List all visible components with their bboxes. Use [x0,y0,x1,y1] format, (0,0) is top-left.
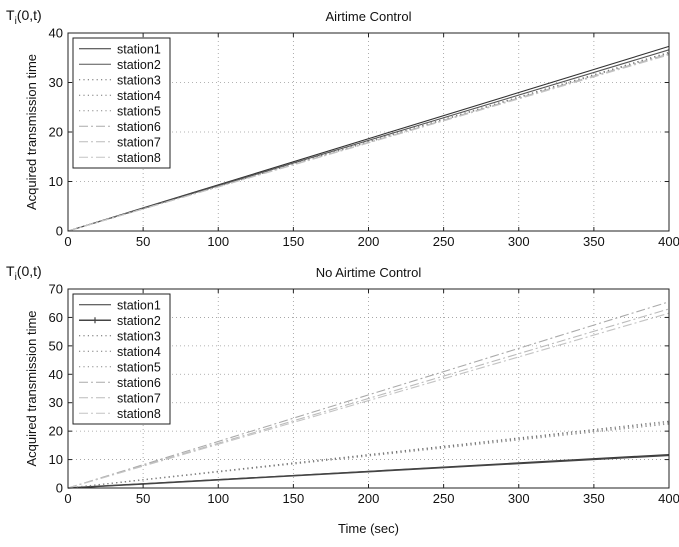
x-tick-label: 400 [658,234,679,249]
series-line-station8 [67,312,670,489]
y-axis-label: Acquired transmission time [24,54,39,210]
series-line-station6 [67,301,670,489]
x-tick-label: 200 [358,234,380,249]
legend-label-station3: station3 [117,73,161,87]
legend-label-station5: station5 [117,360,161,374]
chart-panel-2: 0 50 100 150 200 250 300 350 400 0 10 20 30 40 50 60 70 N… [6,263,679,536]
y-tick-label: 20 [49,424,63,439]
y-tick-label: 10 [49,452,63,467]
x-tick-label: 200 [358,491,380,506]
legend-label-station7: station7 [117,391,161,405]
legend-box [72,293,171,425]
series-line-station8 [67,54,670,232]
corner-label-sub: i [15,272,17,283]
legend-label-station6: station6 [117,376,161,390]
legend-label-station2: station2 [117,58,161,72]
x-tick-label: 50 [136,491,150,506]
y-tick-label: 30 [49,75,63,90]
x-tick-label: 150 [283,491,305,506]
x-tick-label: 350 [583,234,605,249]
x-tick-label: 300 [508,234,530,249]
x-tick-label: 0 [64,234,71,249]
x-tick-label: 250 [433,491,455,506]
y-tick-label: 60 [49,310,63,325]
corner-label-main: T [6,7,15,23]
legend-label-station7: station7 [117,135,161,149]
series-line-station2 [67,454,670,489]
legend-label-station6: station6 [117,120,161,134]
x-tick-label: 100 [207,491,229,506]
chart-title: Airtime Control [326,9,412,24]
y-tick-label: 40 [49,367,63,382]
chart-panel-1: 0 50 100 150 200 250 300 350 400 0 10 20 30 40 Airtime… [6,7,679,249]
legend-label-station1: station1 [117,42,161,56]
legend-label-station2: station2 [117,314,161,328]
chart-title: No Airtime Control [316,265,422,280]
y-axis-label: Acquired transmission time [24,310,39,466]
y-tick-label: 40 [49,26,63,41]
legend-label-station8: station8 [117,151,161,165]
legend-label-station5: station5 [117,104,161,118]
x-axis-label: Time (sec) [338,521,399,536]
x-tick-label: 300 [508,491,530,506]
legend-label-station1: station1 [117,298,161,312]
corner-label-rest: (0,t) [17,7,42,23]
corner-label-rest: (0,t) [17,263,42,279]
x-tick-label: 100 [207,234,229,249]
corner-label-main: T [6,263,15,279]
legend-box [72,37,171,169]
series-line-station2 [67,49,670,232]
x-tick-label: 350 [583,491,605,506]
legend-label-station4: station4 [117,345,161,359]
y-tick-label: 70 [49,282,63,297]
legend-label-station4: station4 [117,89,161,103]
corner-label: Ti(0,t) [6,7,42,27]
series-line-station7 [67,308,670,489]
y-tick-label: 50 [49,338,63,353]
legend-label-station3: station3 [117,329,161,343]
x-tick-label: 400 [658,491,679,506]
corner-label-sub: i [15,16,17,27]
y-tick-label: 0 [56,481,63,496]
x-tick-label: 150 [283,234,305,249]
corner-label: Ti(0,t) [6,263,42,283]
legend-label-station8: station8 [117,407,161,421]
y-tick-label: 10 [49,174,63,189]
x-tick-label: 250 [433,234,455,249]
y-tick-label: 20 [49,125,63,140]
y-tick-label: 30 [49,395,63,410]
y-tick-label: 0 [56,224,63,239]
x-tick-label: 50 [136,234,150,249]
x-tick-label: 0 [64,491,71,506]
